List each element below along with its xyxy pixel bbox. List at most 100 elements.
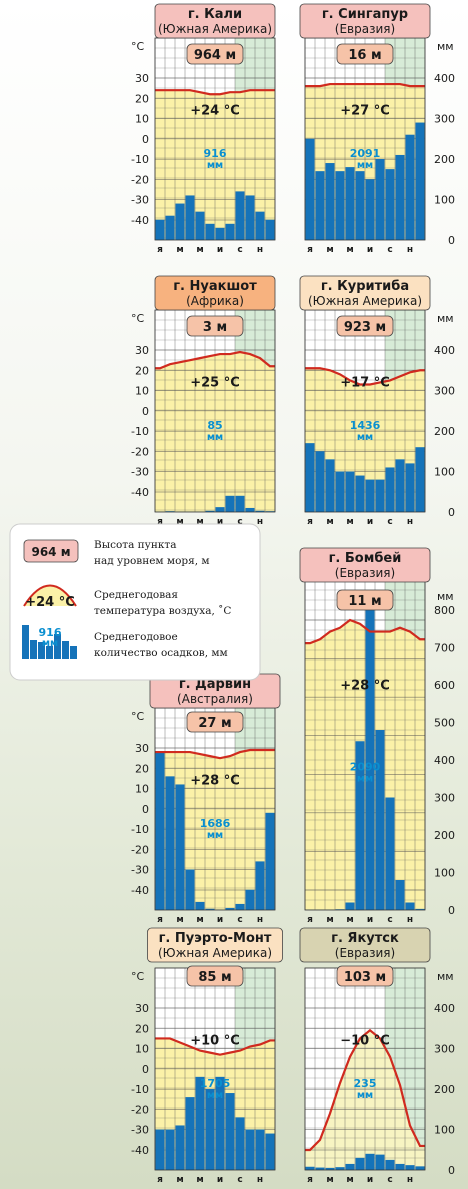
temperature-tick: 30 [135,344,149,357]
annual-precipitation-label: 916 [204,147,227,160]
legend-precipitation-text: количество осадков, мм [94,647,228,659]
precipitation-bar [265,812,275,910]
city-name: г. Нуакшот [173,279,257,294]
altitude-label: 964 м [194,48,236,63]
month-label: и [217,915,223,925]
precipitation-bar [415,908,425,910]
month-label: я [157,915,163,925]
city-title-box [154,275,276,311]
precipitation-tick: 600 [434,679,455,692]
precipitation-bar [165,511,175,512]
temperature-line [155,748,275,760]
precipitation-bar [385,1159,395,1170]
city-region: (Африка) [186,294,244,308]
temperature-tick: -10 [131,153,149,166]
annual-precipitation-label: 1705 [200,1077,231,1090]
temperature-line [305,618,425,645]
city-region: (Австралия) [177,692,253,706]
annual-precipitation-unit: мм [357,160,373,171]
legend-temperature-text: Среднегодовая [94,589,178,601]
precipitation-bar [165,1129,175,1170]
temperature-tick: 10 [135,1043,149,1056]
month-label: с [387,517,392,527]
legend-box [9,523,261,681]
altitude-badge [336,965,394,987]
temperature-tick: -40 [131,486,149,499]
precipitation-bar [375,1154,385,1170]
precipitation-tick: 300 [434,1043,455,1056]
precipitation-tick: 700 [434,642,455,655]
legend-altitude-value: 964 м [31,545,70,559]
city-region: (Евразия) [335,946,395,960]
mean-temperature-label: +28 °С [190,774,240,789]
precipitation-tick: 200 [434,829,455,842]
temperature-tick: -30 [131,1124,149,1137]
precipitation-bar [355,171,365,240]
precipitation-tick: 400 [434,754,455,767]
precipitation-bar [155,752,165,910]
precipitation-bar [325,163,335,240]
month-label: н [407,517,413,527]
legend-altitude-text: над уровнем моря, м [94,555,210,567]
city-region: (Евразия) [335,22,395,36]
precipitation-bar [365,479,375,512]
annual-precipitation-unit: мм [207,1090,223,1101]
temperature-tick: -30 [131,194,149,207]
city-title-box [299,547,431,583]
month-label: м [176,517,183,527]
precipitation-bar [355,741,365,910]
precipitation-tick: 800 [434,604,455,617]
precipitation-bar [235,191,245,240]
precipitation-tick: 0 [448,506,455,519]
month-label: м [326,517,333,527]
precipitation-tick: 300 [434,792,455,805]
precipitation-bar [245,507,255,512]
precipitation-bar [205,510,215,512]
city-title-box [299,3,431,39]
city-name: г. Якутск [331,931,399,946]
precipitation-bar [395,880,405,910]
precipitation-bar [375,730,385,910]
precipitation-bar [405,463,415,512]
precipitation-bar [235,903,245,910]
precipitation-bar [185,1097,195,1170]
city-name: г. Пуэрто-Монт [159,931,272,946]
annual-precipitation-label: 1436 [350,419,381,432]
precipitation-bar [195,901,205,910]
precipitation-bar [195,1076,205,1170]
precipitation-tick: 100 [434,466,455,479]
mean-temperature-label: +24 °С [190,104,240,119]
precipitation-bar [345,902,355,910]
precipitation-bar [255,510,265,512]
precipitation-bar [315,1167,325,1170]
temperature-tick: -20 [131,843,149,856]
precipitation-bar [265,511,275,512]
annual-precipitation-label: 2091 [350,147,381,160]
temperature-line [305,82,425,88]
altitude-badge [336,589,394,611]
city-region: (Евразия) [335,566,395,580]
temperature-tick: 20 [135,92,149,105]
precipitation-bar [385,797,395,910]
temperature-line [305,1028,425,1152]
precipitation-tick: 200 [434,153,455,166]
precipitation-bar [225,495,235,512]
temperature-line [155,89,275,96]
precipitation-bar [165,776,175,910]
month-label: м [326,1175,333,1185]
month-label: м [176,245,183,255]
precipitation-bar [315,171,325,240]
legend-precipitation-bar [46,646,53,659]
precipitation-bar [215,227,225,240]
mean-temperature-label: +17 °С [340,376,390,391]
month-label: и [217,1175,223,1185]
legend-altitude-text: Высота пункта [94,539,177,551]
annual-precipitation-label: 85 [207,419,222,432]
precipitation-tick: 100 [434,1124,455,1137]
legend-precipitation-unit: мм [42,638,58,649]
precipitation-tick: 0 [448,1164,455,1177]
precipitation-bar [375,159,385,240]
precipitation-tick: 400 [434,1002,455,1015]
